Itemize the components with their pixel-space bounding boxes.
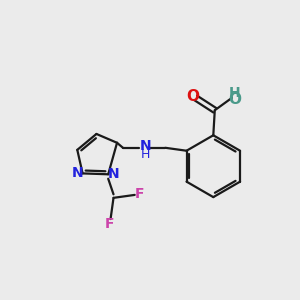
Text: O: O: [228, 92, 241, 107]
Text: F: F: [105, 217, 115, 231]
Text: F: F: [135, 187, 144, 201]
Text: N: N: [108, 167, 119, 181]
Text: H: H: [229, 85, 241, 100]
Text: H: H: [141, 148, 150, 161]
Text: O: O: [186, 89, 199, 104]
Text: N: N: [71, 167, 83, 180]
Text: N: N: [140, 139, 152, 153]
